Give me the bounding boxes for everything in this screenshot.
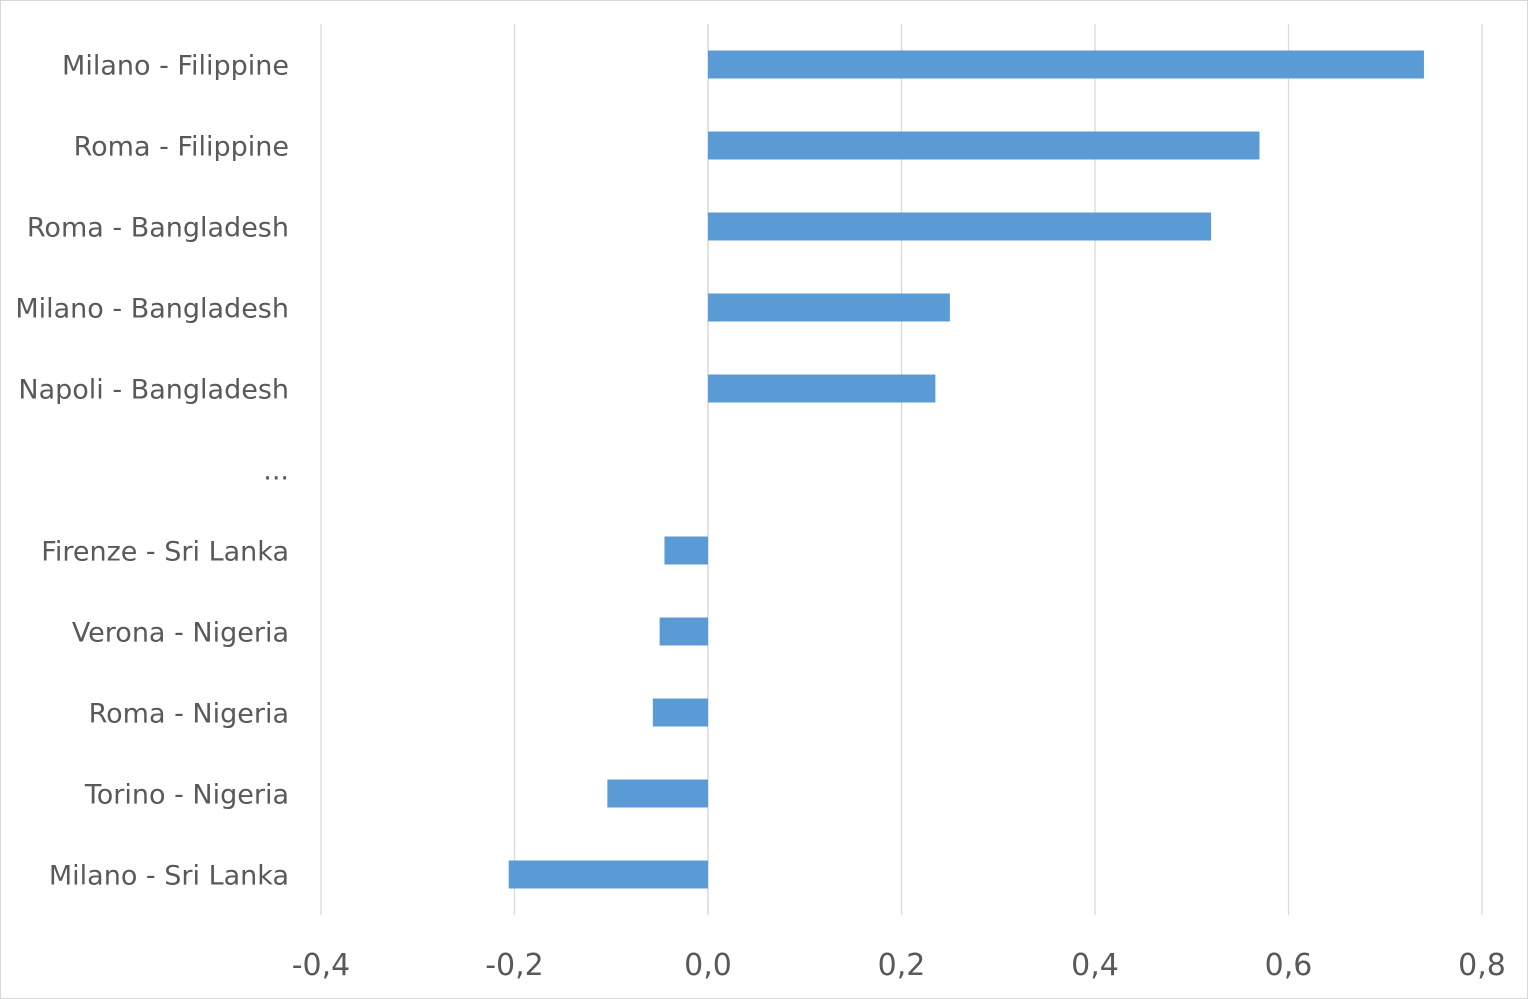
- bar: [652, 698, 708, 727]
- category-label: Roma - Filippine: [74, 132, 289, 163]
- bar: [708, 374, 936, 403]
- x-tick-label: 0,4: [1071, 948, 1119, 983]
- x-tick-label: -0,4: [292, 948, 351, 983]
- category-label: Roma - Nigeria: [89, 699, 289, 730]
- x-tick-label: -0,2: [485, 948, 544, 983]
- category-labels: Milano - Filippine Roma - Filippine Roma -…: [15, 51, 289, 892]
- category-label: Torino - Nigeria: [84, 780, 289, 811]
- bar: [708, 131, 1260, 160]
- x-tick-label: 0,0: [684, 948, 732, 983]
- x-tick-label: 0,6: [1265, 948, 1313, 983]
- category-label: Milano - Sri Lanka: [49, 861, 289, 892]
- category-label: Milano - Bangladesh: [15, 294, 289, 325]
- x-tick-label: 0,2: [878, 948, 926, 983]
- bar: [708, 212, 1212, 241]
- bar: [607, 779, 708, 808]
- gridlines: [320, 24, 1483, 915]
- bars: [508, 50, 1424, 889]
- x-tick-label: 0,8: [1458, 948, 1506, 983]
- bar: [659, 617, 708, 646]
- category-label: ...: [263, 456, 289, 487]
- bar: [708, 293, 950, 322]
- bar: [508, 860, 708, 889]
- category-label: Verona - Nigeria: [72, 618, 289, 649]
- bar: [664, 536, 708, 565]
- category-label: Milano - Filippine: [62, 51, 289, 82]
- bar: [708, 50, 1424, 79]
- category-label: Roma - Bangladesh: [27, 213, 289, 244]
- category-label: Napoli - Bangladesh: [18, 375, 289, 406]
- x-axis-tick-labels: -0,4 -0,2 0,0 0,2 0,4 0,6 0,8: [292, 948, 1506, 983]
- category-label: Firenze - Sri Lanka: [41, 537, 289, 568]
